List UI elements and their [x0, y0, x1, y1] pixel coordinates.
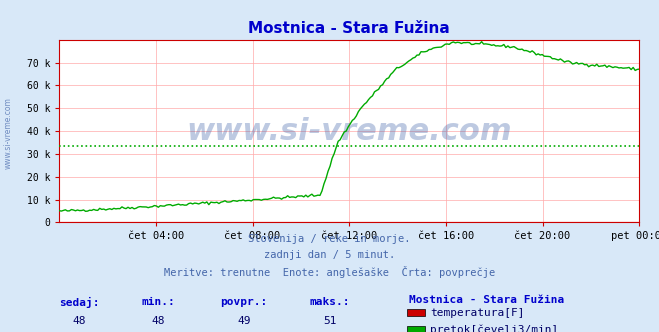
Text: Slovenija / reke in morje.: Slovenija / reke in morje. — [248, 234, 411, 244]
Text: www.si-vreme.com: www.si-vreme.com — [3, 97, 13, 169]
Text: Meritve: trenutne  Enote: anglešaške  Črta: povprečje: Meritve: trenutne Enote: anglešaške Črta… — [164, 266, 495, 278]
Title: Mostnica - Stara Fužina: Mostnica - Stara Fužina — [248, 21, 450, 36]
Text: 51: 51 — [323, 316, 336, 326]
Text: pretok[čevelj3/min]: pretok[čevelj3/min] — [430, 325, 559, 332]
Text: sedaj:: sedaj: — [59, 297, 100, 308]
Text: povpr.:: povpr.: — [220, 297, 268, 307]
Text: www.si-vreme.com: www.si-vreme.com — [186, 117, 512, 146]
Text: maks.:: maks.: — [309, 297, 350, 307]
Text: Mostnica - Stara Fužina: Mostnica - Stara Fužina — [409, 295, 564, 305]
Text: min.:: min.: — [141, 297, 175, 307]
Text: 48: 48 — [72, 316, 86, 326]
Text: 48: 48 — [152, 316, 165, 326]
Text: zadnji dan / 5 minut.: zadnji dan / 5 minut. — [264, 250, 395, 260]
Text: temperatura[F]: temperatura[F] — [430, 308, 525, 318]
Text: 49: 49 — [237, 316, 250, 326]
